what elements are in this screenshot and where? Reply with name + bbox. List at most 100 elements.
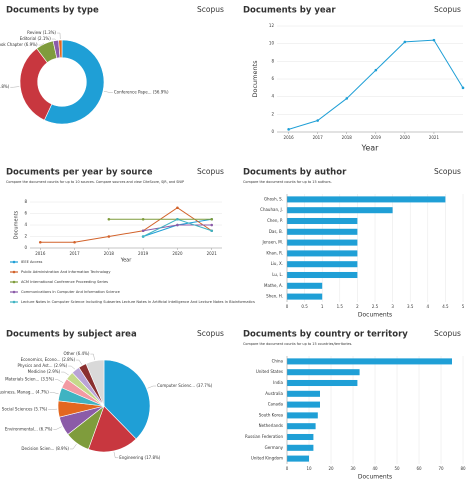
leader-line [147,385,157,389]
slice-value: (3.5%) [41,377,55,382]
slice-label: Environmental... (6.7%) [5,426,53,431]
bar [287,250,358,257]
bar [287,282,323,289]
x-tick-label: 2019 [371,135,382,140]
point [107,217,111,221]
x-tick-label: 2018 [342,135,353,140]
bar [287,433,314,441]
chart-title: Documents per year by source [6,168,153,178]
bar [287,401,320,408]
leader-line [54,379,64,383]
x-tick-label: 5 [462,304,465,309]
slice-value: (2.1%) [37,36,51,41]
x-tick-label: 2020 [400,135,411,140]
point [403,40,407,44]
y-tick-label: 6 [24,211,27,216]
chart-panel: Documents by year Scopus 0 2 4 6 8 10 12 2016 2017… [243,5,465,153]
slice-value: (8.9%) [56,446,70,451]
chart-title: Documents by country or territory [243,330,408,340]
slice [103,359,151,440]
line-series [40,207,212,243]
leader-line [61,371,69,376]
x-tick-label: 2 [356,304,359,309]
x-tick-label: 2020 [172,251,183,256]
subtitle: Compare the document counts for up to 10… [6,180,184,184]
slice [43,39,105,125]
category-label: China [272,358,284,363]
slice-label: Conference Pape... (56.9%) [114,90,169,95]
point [287,128,290,131]
x-tick-label: 2016 [284,135,295,140]
slice-label: Editorial (2.1%) [20,36,52,41]
x-axis-label: Year [361,144,380,153]
y-tick-label: 0 [271,129,274,134]
x-tick-label: 20 [328,466,334,471]
legend-dot [12,300,16,304]
category-label: Ghosh, S. [264,196,283,201]
x-tick-label: 1.5 [337,304,344,309]
subtitle: Compare the document counts for up to 15… [243,180,332,184]
x-tick-label: 3.5 [407,304,414,309]
logo: Scopus [197,329,224,338]
y-axis-label: Documents [14,210,20,239]
logo: Scopus [197,5,224,14]
category-label: Liu, X. [271,261,283,266]
slice-name: Materials Scien... [5,377,39,382]
x-tick-label: 60 [416,466,422,471]
y-axis-label: Documents [251,60,259,98]
bar [287,261,358,268]
category-label: Chen, P. [267,218,283,223]
slice-name: Computer Scienc... [157,383,195,388]
slice-name: Book Chapter [0,42,23,47]
x-tick-label: 2.5 [372,304,379,309]
line-series [142,218,212,237]
category-label: United Kingdom [251,456,283,461]
x-axis-label: Year [120,258,133,264]
y-tick-label: 4 [271,94,274,99]
bar [287,379,358,387]
slice-label: Economics, Econo... (2.8%) [21,357,76,362]
x-tick-label: 3 [391,304,394,309]
y-tick-label: 8 [24,199,27,204]
slice-label: Engineering (17.8%) [119,455,161,460]
y-tick-label: 6 [271,76,274,81]
x-tick-label: 70 [438,466,444,471]
slice-label: Article (32.8%) [0,84,10,89]
slice-value: (2.8%) [62,357,76,362]
chart-panel: Documents by author Scopus Compare the doc… [243,167,465,319]
leader-line [68,365,75,370]
bar [287,228,358,235]
leader-line [10,86,20,88]
slice-label: Physics and Ast... (2.9%) [17,363,67,368]
bar [287,207,393,214]
chart-panel: Documents by type Scopus Conference Pape..… [0,5,224,125]
legend-label: Public Administration And Information Te… [21,270,111,274]
leader-line [56,32,61,40]
slice-name: Review [27,30,42,35]
y-tick-label: 2 [271,111,274,116]
category-label: Chauhan, J. [260,207,283,212]
category-label: Russian Federation [245,434,283,439]
category-label: United States [256,369,283,374]
slice-name: Medicine [28,369,46,374]
legend-dot [12,290,16,294]
y-tick-label: 2 [24,234,27,239]
point [107,235,111,238]
leader-line [53,426,62,430]
x-tick-label: 4 [427,304,430,309]
slice-value: (6.7%) [39,426,53,431]
category-label: Das, B. [269,229,283,234]
slice-label: Decision Scien... (8.9%) [21,446,69,451]
category-label: Lu, L. [272,272,283,277]
slice-label: Computer Scienc... (37.7%) [157,383,213,388]
slice-label: Social Sciences (5.7%) [2,406,48,411]
x-tick-label: 80 [460,466,466,471]
bar [287,239,358,246]
slice-value: (1.3%) [43,30,57,35]
x-tick-label: 40 [372,466,378,471]
chart-title: Documents by author [243,168,347,178]
point [38,240,42,244]
x-tick-label: 2021 [207,251,218,256]
point [210,217,214,221]
